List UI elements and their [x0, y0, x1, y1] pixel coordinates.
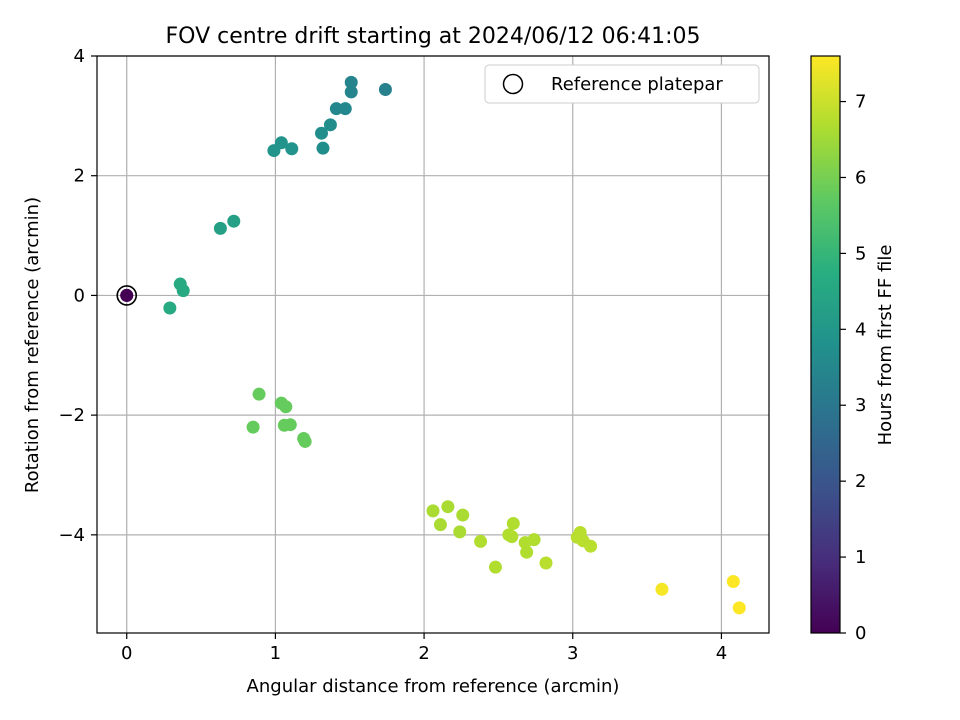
data-point	[285, 142, 299, 156]
data-point	[426, 504, 440, 518]
data-point	[338, 102, 352, 116]
x-axis-ticks: 0 1 2 3 4	[121, 633, 727, 664]
data-point	[655, 582, 669, 596]
x-tick-label: 0	[121, 643, 132, 664]
x-tick-label: 3	[567, 643, 578, 664]
data-point	[344, 85, 358, 99]
data-point	[527, 533, 541, 547]
colorbar-tick-label: 7	[855, 92, 866, 113]
y-tick-label: −4	[58, 525, 85, 546]
plot-area	[97, 56, 769, 633]
data-point	[176, 284, 190, 298]
data-point	[314, 126, 328, 140]
colorbar-tick-label: 3	[855, 395, 866, 416]
data-point	[344, 75, 358, 89]
data-point	[213, 221, 227, 235]
data-point	[506, 516, 520, 530]
colorbar-tick-label: 1	[855, 547, 866, 568]
data-point	[283, 418, 297, 432]
colorbar-tick-label: 0	[855, 623, 866, 644]
reference-point-fill	[120, 288, 134, 302]
colorbar-tick-label: 5	[855, 243, 866, 264]
data-point	[316, 141, 330, 155]
legend: Reference platepar	[484, 64, 760, 104]
data-point	[298, 434, 312, 448]
data-point	[433, 518, 447, 532]
data-point	[329, 102, 343, 116]
data-point	[584, 539, 598, 553]
data-point	[539, 556, 553, 570]
data-point	[227, 214, 241, 228]
data-points	[120, 75, 746, 615]
x-tick-label: 4	[716, 643, 727, 664]
data-point	[474, 534, 488, 548]
y-tick-label: 4	[74, 46, 85, 67]
colorbar-tick-label: 6	[855, 167, 866, 188]
data-point	[323, 118, 337, 132]
data-point	[488, 560, 502, 574]
data-point	[378, 83, 392, 97]
colorbar-tick-label: 2	[855, 471, 866, 492]
colorbar-label: Hours from first FF file	[875, 245, 896, 446]
data-point	[246, 420, 260, 434]
data-point	[279, 400, 293, 414]
x-tick-label: 2	[418, 643, 429, 664]
x-tick-label: 1	[270, 643, 281, 664]
colorbar-gradient	[810, 55, 841, 634]
chart-title: FOV centre drift starting at 2024/06/12 …	[166, 24, 701, 49]
y-axis-label: Rotation from reference (arcmin)	[22, 197, 43, 493]
data-point	[726, 575, 740, 589]
data-point	[453, 525, 467, 539]
y-tick-label: 2	[74, 166, 85, 187]
reference-point-ring	[116, 285, 138, 306]
legend-marker-icon	[502, 73, 524, 95]
colorbar: 0 1 2 3 4 5 6 7 Hours from first FF file	[810, 55, 896, 644]
data-point	[732, 601, 746, 615]
legend-entry-reference: Reference platepar	[551, 74, 723, 95]
data-point	[456, 508, 470, 522]
data-point	[505, 530, 519, 544]
plot-frame	[96, 55, 770, 634]
colorbar-tick-label: 4	[855, 319, 866, 340]
data-point	[274, 136, 288, 150]
y-tick-label: 0	[74, 285, 85, 306]
reference-marker	[116, 285, 138, 306]
y-tick-label: −2	[58, 405, 85, 426]
legend-box	[484, 64, 760, 104]
data-point	[520, 545, 534, 559]
data-point	[252, 387, 266, 401]
colorbar-ticks: 0 1 2 3 4 5 6 7	[840, 92, 866, 644]
data-point	[163, 301, 177, 315]
data-point	[441, 500, 455, 514]
x-axis-label: Angular distance from reference (arcmin)	[247, 676, 620, 697]
y-axis-ticks: −4 −2 0 2 4	[58, 46, 97, 546]
